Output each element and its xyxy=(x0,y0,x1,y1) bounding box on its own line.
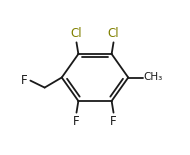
Text: Cl: Cl xyxy=(108,27,119,40)
Text: Cl: Cl xyxy=(71,27,82,40)
Text: CH₃: CH₃ xyxy=(143,73,163,82)
Text: F: F xyxy=(21,74,28,87)
Text: F: F xyxy=(73,115,80,128)
Text: F: F xyxy=(110,115,117,128)
